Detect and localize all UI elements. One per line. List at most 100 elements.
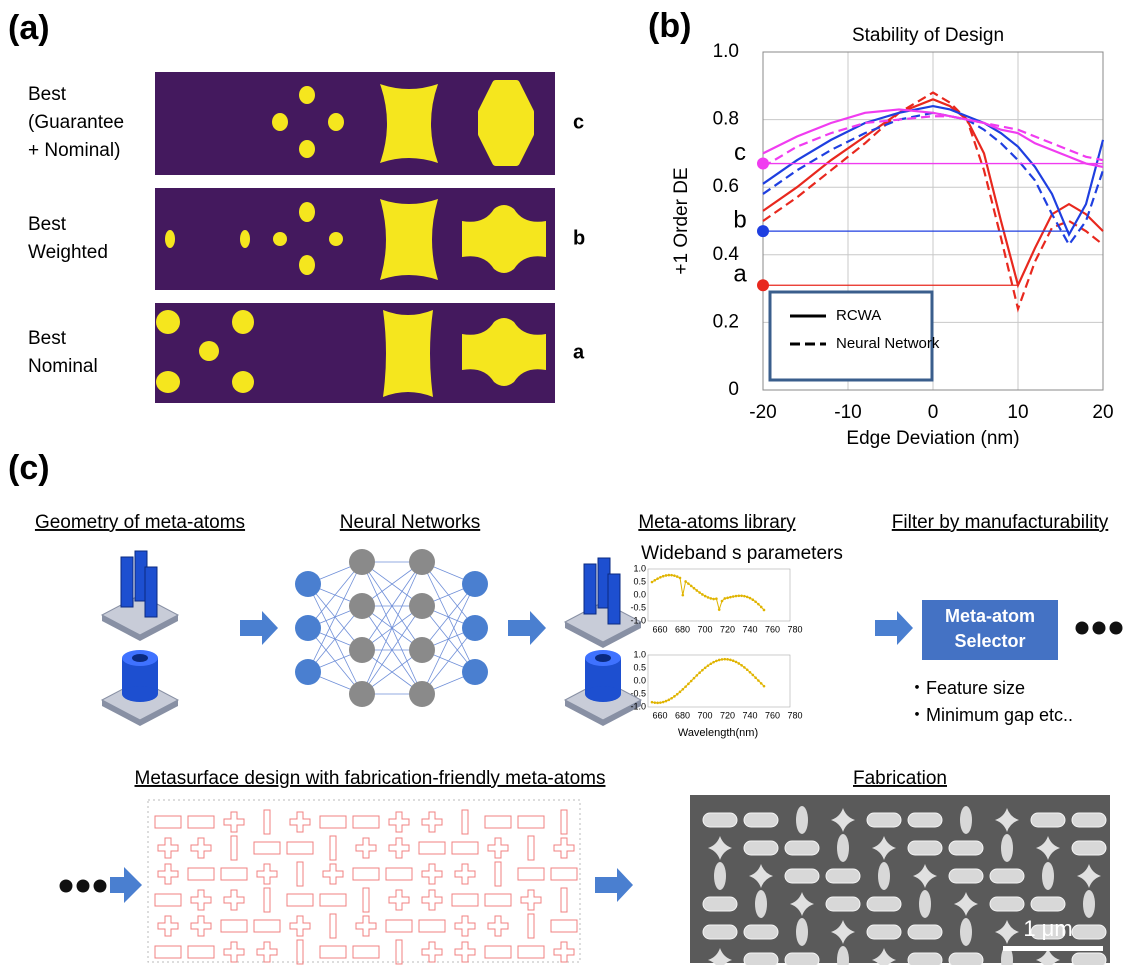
pillar-base (585, 686, 621, 702)
y-axis-label: +1 Order DE (671, 167, 692, 274)
ellipsis-dot (1110, 622, 1123, 635)
reference-label: c (734, 139, 746, 166)
flow-arrow (508, 611, 546, 645)
sem-atom (867, 925, 901, 939)
pillar-hole (132, 654, 148, 662)
pillar (145, 567, 157, 617)
row-tag: a (573, 341, 585, 363)
step-header: Geometry of meta-atoms (35, 512, 245, 533)
sem-atom (703, 897, 737, 911)
ellipsis-dot (77, 880, 90, 893)
row-label: Best (28, 84, 67, 105)
sem-atom (949, 841, 983, 855)
mini-x-tick: 680 (675, 624, 690, 634)
meta-atom-shape (273, 232, 287, 246)
sem-atom (755, 890, 767, 918)
nn-node (409, 681, 435, 707)
pillar (584, 564, 596, 614)
figure: (a) (b) Stability of Design Edge Deviati… (0, 0, 1133, 965)
sem-atom (908, 813, 942, 827)
mini-x-tick: 660 (652, 710, 667, 720)
meta-atom-shape (232, 310, 254, 334)
y-tick-label: 1.0 (713, 41, 739, 62)
step-header: Meta-atoms library (638, 512, 796, 533)
mini-y-tick: 0.5 (633, 576, 646, 586)
sem-atom (867, 813, 901, 827)
meta-atom-shape (232, 371, 254, 393)
mini-x-tick: 700 (697, 710, 712, 720)
nn-node (409, 593, 435, 619)
meta-atom-shape (156, 371, 180, 393)
sem-atom (908, 953, 942, 965)
row-label: Best (28, 214, 67, 235)
ellipsis-dot (1093, 622, 1106, 635)
sem-atom (949, 953, 983, 965)
y-tick-label: 0.6 (713, 176, 739, 197)
sem-atom (744, 813, 778, 827)
reference-label: b (733, 206, 746, 233)
sem-atom (785, 953, 819, 965)
mini-plot-frame (648, 569, 790, 621)
sem-atom (1072, 841, 1106, 855)
mini-y-tick: 1.0 (633, 563, 646, 573)
legend-label: Neural Network (836, 335, 940, 352)
nn-node (409, 637, 435, 663)
nn-node (462, 571, 488, 597)
flow-arrow (240, 611, 278, 645)
row-label: Best (28, 328, 67, 349)
row-label: Nominal (28, 356, 98, 377)
sem-atom (919, 890, 931, 918)
nn-node (295, 659, 321, 685)
row-tag: b (573, 227, 585, 249)
meta-atom-shape (380, 199, 438, 280)
nn-node (349, 681, 375, 707)
sem-atom (826, 897, 860, 911)
x-tick-label: 0 (928, 402, 939, 423)
library-title: Wideband s parameters (641, 543, 843, 564)
mini-y-tick: 0.0 (633, 589, 646, 599)
sem-atom (1042, 862, 1054, 890)
meta-atom-shape (272, 113, 288, 131)
ellipsis-dot (60, 880, 73, 893)
sem-atom (1001, 834, 1013, 862)
sem-atom (1031, 813, 1065, 827)
meta-atom-shape (383, 310, 433, 397)
mini-x-tick: 780 (787, 624, 802, 634)
mini-x-tick: 680 (675, 710, 690, 720)
meta-atom-shape (299, 202, 315, 222)
step-header: Metasurface design with fabrication-frie… (135, 768, 606, 789)
sem-atom (949, 869, 983, 883)
mini-x-tick: 660 (652, 624, 667, 634)
y-tick-label: 0.8 (713, 109, 739, 130)
panel-label: (c) (8, 449, 50, 487)
sem-atom (796, 806, 808, 834)
meta-atom-shape (156, 310, 180, 334)
reference-marker (757, 225, 769, 237)
scale-bar (1003, 946, 1103, 951)
sem-atom (1072, 813, 1106, 827)
legend-label: RCWA (836, 307, 881, 324)
ellipsis-dot (1076, 622, 1089, 635)
nn-node (462, 659, 488, 685)
sem-atom (1072, 953, 1106, 965)
scale-label: 1 μm (1023, 916, 1072, 941)
x-tick-label: 10 (1007, 402, 1028, 423)
row-tag: c (573, 111, 584, 133)
pillar-base (122, 686, 158, 702)
sem-atom (703, 813, 737, 827)
pillar (121, 557, 133, 607)
sem-atom (960, 806, 972, 834)
mini-x-tick: 740 (742, 710, 757, 720)
sem-atom (867, 897, 901, 911)
criterion: ・Minimum gap etc.. (908, 705, 1073, 725)
x-tick-label: 20 (1092, 402, 1113, 423)
nn-node (409, 549, 435, 575)
nn-node (349, 549, 375, 575)
mini-y-tick: -1.0 (630, 615, 646, 625)
sem-atom (785, 869, 819, 883)
reference-marker (757, 279, 769, 291)
y-tick-label: 0.2 (713, 311, 739, 332)
panel-label: (a) (8, 9, 50, 47)
chart-title: Stability of Design (852, 25, 1004, 46)
step-header: Neural Networks (340, 512, 480, 533)
